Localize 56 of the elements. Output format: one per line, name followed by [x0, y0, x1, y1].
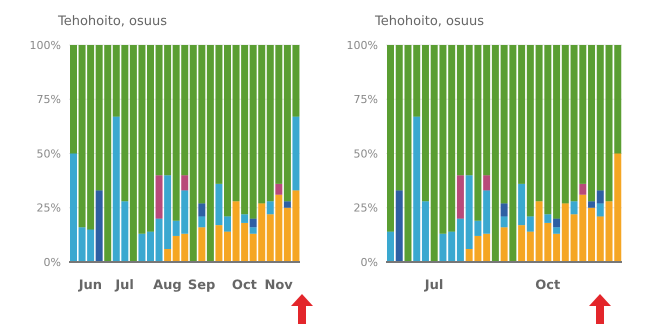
bar: [579, 184, 586, 195]
bar: [500, 216, 508, 228]
x-tick-label: Aug: [153, 278, 182, 294]
bar: [292, 116, 300, 190]
bar: [198, 216, 206, 228]
bar: [422, 201, 429, 262]
bar: [518, 184, 526, 226]
x-tick-label: Jul: [114, 278, 134, 294]
bar: [413, 116, 420, 262]
bar: [596, 190, 604, 204]
bar: [266, 201, 274, 214]
x-tick-label: Sep: [188, 278, 216, 294]
bar: [483, 175, 490, 190]
bar: [198, 227, 206, 262]
bar: [588, 201, 596, 208]
bar: [518, 225, 526, 262]
bar: [250, 227, 257, 234]
chart-title: Tehohoito, osuus: [58, 14, 168, 29]
bar: [466, 248, 473, 262]
bar: [500, 203, 508, 216]
bar: [250, 218, 257, 228]
y-tick-label: 0%: [44, 256, 61, 269]
y-tick-label: 75%: [354, 93, 378, 106]
bar: [614, 45, 622, 154]
bar: [181, 175, 188, 190]
bar: [284, 201, 291, 208]
y-tick-label: 25%: [36, 202, 61, 215]
chart-title: Tehohoito, osuus: [375, 14, 484, 29]
bar: [275, 184, 282, 195]
y-tick-label: 50%: [36, 147, 61, 160]
x-tick-label: Jun: [78, 278, 102, 294]
y-tick-label: 75%: [36, 93, 61, 106]
bar: [456, 175, 464, 219]
y-tick-label: 100%: [30, 38, 61, 52]
y-tick-label: 25%: [354, 202, 378, 215]
y-tick-label: 0%: [360, 256, 378, 269]
bar: [570, 201, 578, 214]
x-tick-label: Nov: [264, 278, 294, 294]
bar: [387, 232, 394, 262]
bar: [553, 218, 560, 228]
x-tick-label: Oct: [232, 278, 257, 294]
bar: [544, 214, 552, 223]
y-tick-label: 100%: [346, 38, 378, 52]
bar: [526, 216, 534, 232]
bar: [241, 214, 248, 223]
bar: [96, 190, 103, 262]
bar: [596, 203, 604, 216]
bar: [198, 203, 206, 216]
bar: [614, 154, 622, 262]
x-tick-label: Jul: [424, 278, 444, 294]
bar: [500, 227, 508, 262]
bar: [156, 175, 163, 219]
bar: [553, 227, 560, 234]
x-tick-label: Oct: [535, 278, 560, 294]
y-tick-label: 50%: [354, 147, 378, 160]
bar: [396, 190, 403, 262]
